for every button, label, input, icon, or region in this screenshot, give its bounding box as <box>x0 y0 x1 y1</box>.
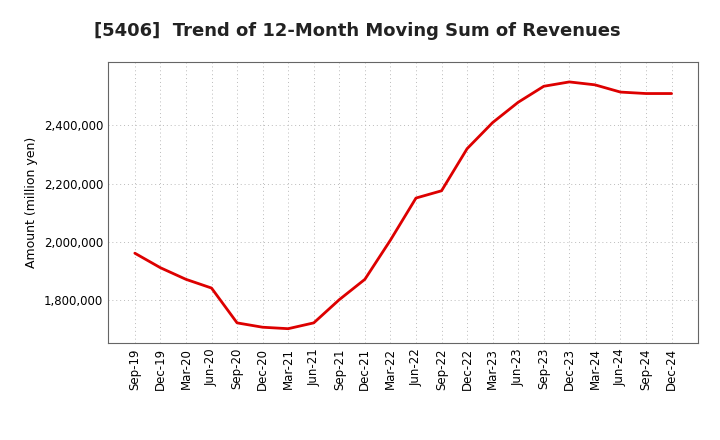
Y-axis label: Amount (million yen): Amount (million yen) <box>25 137 38 268</box>
Text: [5406]  Trend of 12-Month Moving Sum of Revenues: [5406] Trend of 12-Month Moving Sum of R… <box>94 22 620 40</box>
